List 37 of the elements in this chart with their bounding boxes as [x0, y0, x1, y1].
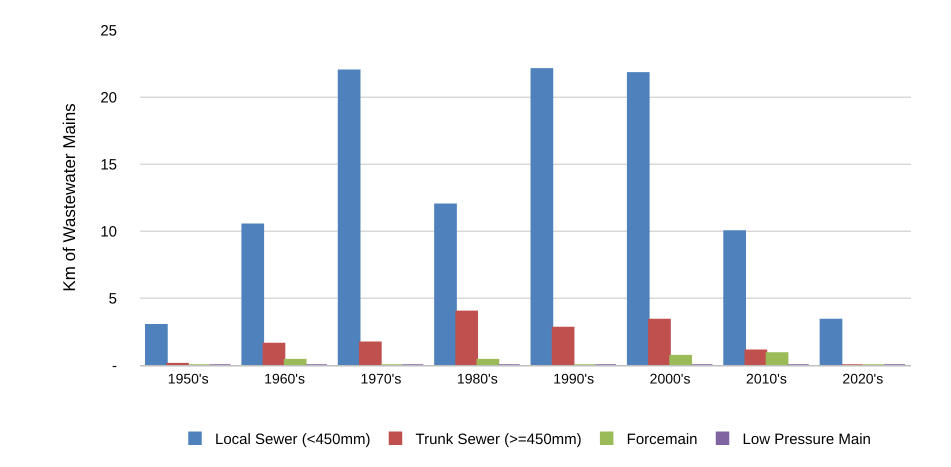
bar: [455, 310, 478, 365]
bar: [476, 358, 500, 365]
x-tick-label: 1980's: [456, 370, 498, 386]
y-tick-label: 15: [100, 156, 117, 174]
y-axis-title: Km of Wastewater Mains: [60, 103, 79, 292]
x-tick-label: 1990's: [553, 370, 594, 386]
x-tick-label: 2020's: [842, 370, 884, 386]
legend-label: Low Pressure Main: [742, 431, 871, 448]
bar: [434, 203, 457, 365]
y-tick-label: -: [112, 357, 117, 374]
bar: [626, 72, 650, 365]
legend-label: Trunk Sewer (>=450mm): [415, 431, 582, 448]
legend-label: Local Sewer (<450mm): [215, 431, 370, 448]
x-tick-label: 2000's: [650, 370, 690, 386]
x-tick-label: 1960's: [264, 370, 305, 386]
y-tick-label: 25: [100, 22, 117, 40]
bar: [145, 324, 168, 365]
y-tick-label: 5: [108, 290, 117, 308]
bar: [262, 342, 286, 365]
bar: [338, 69, 360, 365]
bar: [820, 318, 842, 365]
bar: [648, 318, 671, 365]
bar: [723, 230, 746, 365]
x-tick-label: 1950's: [168, 370, 209, 386]
x-tick-label: 2010's: [746, 370, 787, 386]
x-tick-label: 1970's: [360, 370, 402, 386]
bar: [744, 350, 768, 365]
bar: [530, 68, 554, 365]
bar: [669, 354, 692, 365]
legend-label: Forcemain: [626, 431, 698, 448]
y-tick-label: 20: [100, 89, 117, 106]
bar: [552, 326, 574, 365]
y-tick-label: 10: [100, 223, 117, 240]
bar: [284, 358, 307, 365]
bar: [241, 224, 264, 365]
bar: [766, 352, 788, 365]
bar: [358, 341, 382, 365]
